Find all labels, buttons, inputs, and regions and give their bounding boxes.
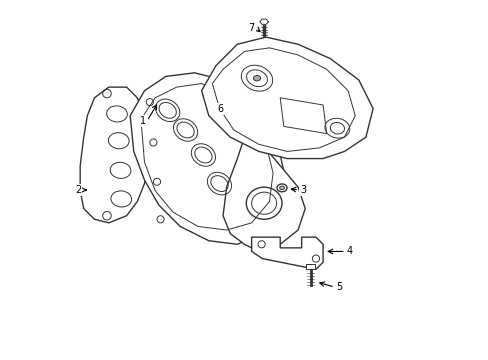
Text: 6: 6 [217,104,223,113]
FancyBboxPatch shape [305,264,314,269]
Polygon shape [259,19,268,24]
Text: 1: 1 [140,116,145,126]
Text: 2: 2 [75,185,81,195]
Polygon shape [201,37,372,158]
Polygon shape [80,87,148,223]
Polygon shape [130,73,287,244]
Polygon shape [251,237,323,269]
Ellipse shape [279,186,284,190]
Text: 5: 5 [335,282,342,292]
Text: 4: 4 [346,247,352,256]
Text: 7: 7 [248,23,254,33]
Polygon shape [223,137,305,251]
Ellipse shape [253,76,260,81]
Text: 3: 3 [300,185,306,195]
